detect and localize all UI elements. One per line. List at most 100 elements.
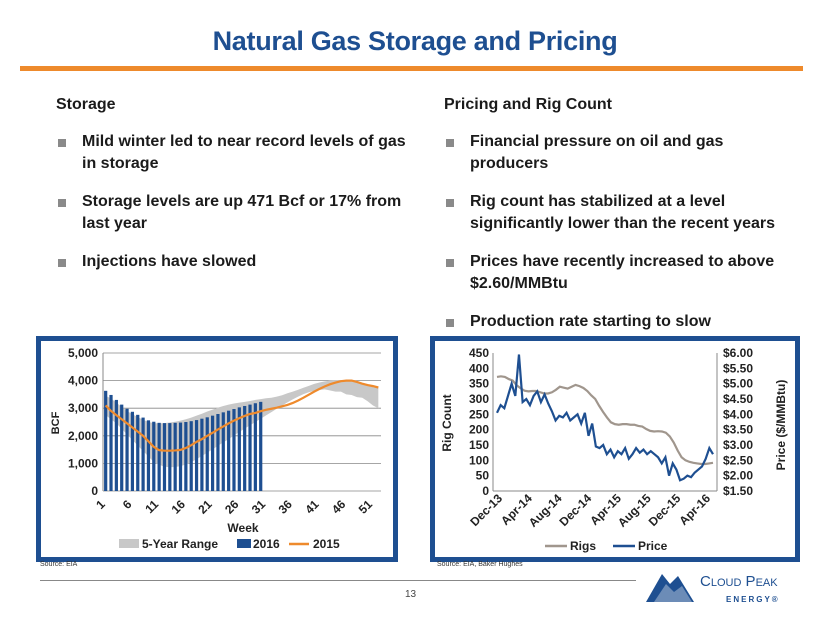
y-tick-label: 5,000 [68, 346, 98, 360]
bar-2016 [259, 401, 263, 491]
bullet-square-icon [446, 259, 454, 267]
x-tick-label: 51 [356, 497, 376, 517]
x-axis-label: Week [227, 521, 258, 535]
bar-2016 [221, 412, 225, 491]
legend-label: Price [638, 539, 668, 553]
bullet-square-icon [58, 259, 66, 267]
x-tick-label: Apr-16 [676, 491, 713, 528]
storage-chart-panel: 0 1,000 2,000 3,000 4,000 5,000 1 6 11 16 21 26 31 36… [36, 336, 398, 562]
bullet-text: Financial pressure on oil and gas produc… [470, 133, 724, 172]
y2-tick-label: $2.50 [723, 453, 753, 467]
bar-2016 [248, 404, 252, 491]
x-tick-label: 46 [329, 497, 349, 517]
x-tick-label: 41 [302, 497, 322, 517]
page-title: Natural Gas Storage and Pricing [212, 26, 618, 56]
y-tick-label: 200 [469, 423, 489, 437]
bullet-square-icon [446, 319, 454, 327]
storage-bullet: Storage levels are up 471 Bcf or 17% fro… [56, 191, 416, 235]
rig-price-chart: 0 $1.50 50 $2.00 100 $2.50 150 $3.00 200 $3.50 250… [440, 346, 788, 553]
y-tick-label: 2,000 [68, 429, 98, 443]
y-tick-label: 450 [469, 346, 489, 360]
bar-2016 [168, 423, 172, 491]
y2-tick-label: $4.50 [723, 392, 753, 406]
bar-2016 [114, 399, 118, 491]
price-line [496, 354, 714, 482]
y-tick-label: 50 [476, 469, 490, 483]
bar-2016 [109, 394, 113, 491]
bar-2016 [162, 423, 167, 491]
legend-label: Rigs [570, 539, 596, 553]
storage-column: Storage Mild winter led to near record l… [56, 96, 416, 289]
bar-2016 [227, 410, 231, 491]
x-tick-label: 11 [142, 497, 161, 516]
mountain-logo-icon: Cloud Peak ENERGY® [646, 573, 778, 604]
x-tick-label: 36 [276, 497, 296, 517]
x-tick-label: Aug-15 [615, 491, 654, 530]
bar-2016 [205, 417, 209, 491]
bar-2016 [173, 422, 177, 491]
bar-2016 [125, 408, 129, 491]
pricing-bullet: Rig count has stabilized at a level sign… [444, 191, 794, 235]
y-tick-label: 250 [469, 407, 489, 421]
bar-2016 [184, 422, 188, 491]
bar-2016 [120, 404, 124, 491]
page-number: 13 [405, 589, 417, 600]
y-tick-label: 1,000 [68, 456, 98, 470]
x-tick-label: 16 [169, 497, 189, 517]
legend-label: 2015 [313, 537, 340, 551]
bar-2016 [146, 420, 151, 491]
y-tick-label: 3,000 [68, 401, 98, 415]
logo-name: Cloud Peak [700, 573, 778, 590]
bullet-text: Rig count has stabilized at a level sign… [470, 193, 775, 232]
bar-2016 [152, 421, 156, 491]
x-tick-label: 21 [195, 497, 215, 517]
bar-2016 [189, 421, 193, 491]
y-tick-label: 0 [91, 484, 98, 498]
legend-label: 2016 [253, 537, 280, 551]
bullet-text: Production rate starting to slow [470, 313, 711, 330]
bar-2016 [130, 411, 135, 491]
y-tick-label: 350 [469, 377, 489, 391]
bullet-text: Injections have slowed [82, 253, 257, 270]
y2-tick-label: $5.00 [723, 377, 753, 391]
y-axis-label: BCF [50, 411, 62, 434]
line-2015 [104, 379, 379, 452]
y2-axis-label: Price ($/MMBtu) [774, 380, 788, 471]
source-note-right: Source: EIA, Baker Hughes [437, 561, 523, 568]
x-tick-label: 26 [222, 497, 242, 517]
y2-tick-label: $4.00 [723, 407, 753, 421]
bullet-square-icon [58, 139, 66, 147]
y-tick-label: 300 [469, 392, 489, 406]
bar-2016 [178, 422, 183, 491]
x-tick-label: Aug-14 [526, 491, 565, 530]
storage-bullet: Injections have slowed [56, 251, 416, 273]
bullet-text: Mild winter led to near record levels of… [82, 133, 406, 172]
title-underline [20, 66, 803, 71]
y2-tick-label: $5.50 [723, 361, 753, 375]
y-tick-label: 100 [469, 453, 489, 467]
bar-2016 [216, 413, 220, 491]
y-tick-label: 4,000 [68, 374, 98, 388]
bar-2016 [243, 405, 247, 491]
y2-tick-label: $3.50 [723, 423, 753, 437]
legend-swatch-range [119, 539, 139, 548]
five-year-range-band [105, 380, 379, 468]
source-note-left: Source: EIA [40, 561, 78, 568]
bullet-square-icon [58, 199, 66, 207]
y2-tick-label: $2.00 [723, 469, 753, 483]
storage-heading: Storage [56, 96, 116, 113]
company-logo: Cloud Peak ENERGY® [644, 562, 794, 610]
x-tick-label: 1 [93, 497, 108, 512]
bullet-square-icon [446, 199, 454, 207]
x-tick-label: Dec-14 [557, 491, 595, 529]
storage-bullet: Mild winter led to near record levels of… [56, 131, 416, 175]
bar-2016 [200, 418, 204, 491]
pricing-bullet: Production rate starting to slow [444, 311, 794, 333]
pricing-bullet: Financial pressure on oil and gas produc… [444, 131, 794, 175]
pricing-column: Pricing and Rig Count Financial pressure… [444, 96, 794, 349]
y2-tick-label: $6.00 [723, 346, 753, 360]
bullet-text: Storage levels are up 471 Bcf or 17% fro… [82, 193, 402, 232]
footer-divider [40, 580, 636, 581]
bullet-square-icon [446, 139, 454, 147]
